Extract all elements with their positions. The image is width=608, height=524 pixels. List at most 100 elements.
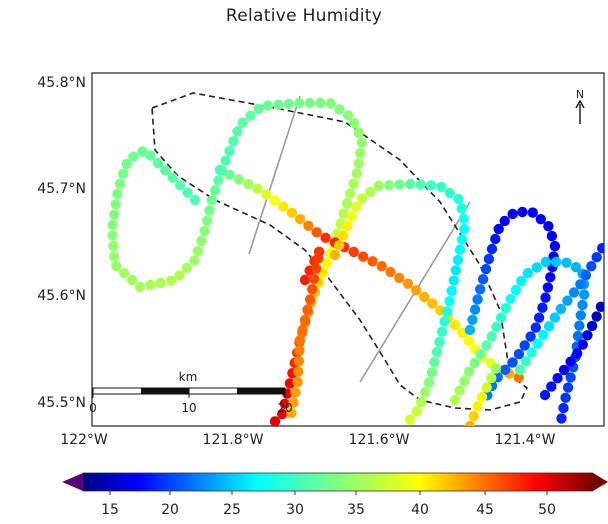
humidity-point xyxy=(439,316,450,327)
humidity-point xyxy=(527,207,538,218)
humidity-point xyxy=(213,175,224,186)
humidity-point xyxy=(152,157,164,169)
humidity-point xyxy=(453,193,464,205)
humidity-point xyxy=(549,312,561,323)
humidity-point xyxy=(469,357,480,369)
humidity-point xyxy=(586,261,597,272)
humidity-point xyxy=(540,256,551,268)
humidity-point xyxy=(579,289,590,300)
humidity-point xyxy=(468,411,479,422)
humidity-point xyxy=(419,387,431,398)
humidity-observation-points xyxy=(107,97,604,426)
humidity-point xyxy=(551,256,562,268)
humidity-point xyxy=(546,230,558,242)
humidity-point xyxy=(108,240,119,252)
humidity-point xyxy=(575,279,586,290)
colorbar-tick-label: 35 xyxy=(347,502,365,518)
humidity-point xyxy=(262,100,274,111)
humidity-point xyxy=(458,213,469,224)
humidity-point xyxy=(338,208,349,219)
humidity-point xyxy=(442,306,453,317)
humidity-point xyxy=(517,206,528,218)
humidity-point xyxy=(358,251,369,262)
humidity-point xyxy=(434,336,445,348)
humidity-point xyxy=(228,136,239,147)
humidity-point xyxy=(294,335,306,346)
humidity-point xyxy=(556,413,567,424)
humidity-point xyxy=(155,277,166,289)
humidity-point xyxy=(342,110,354,121)
humidity-point xyxy=(500,303,511,314)
humidity-point xyxy=(549,240,561,252)
humidity-point xyxy=(192,245,204,257)
humidity-point xyxy=(562,382,574,393)
humidity-point xyxy=(145,150,156,161)
humidity-point xyxy=(558,364,570,376)
humidity-point xyxy=(128,151,139,162)
humidity-point xyxy=(302,304,313,315)
humidity-point xyxy=(574,320,585,331)
humidity-point xyxy=(269,416,281,426)
humidity-point xyxy=(429,357,440,368)
humidity-point xyxy=(490,233,501,245)
humidity-point xyxy=(353,127,364,138)
humidity-point xyxy=(416,396,427,408)
colorbar-tick-label: 15 xyxy=(101,502,119,518)
humidity-point xyxy=(500,364,511,375)
humidity-point xyxy=(365,186,376,198)
humidity-point xyxy=(189,194,201,206)
humidity-point xyxy=(346,211,357,222)
humidity-point xyxy=(427,298,438,309)
humidity-point xyxy=(577,299,588,311)
humidity-point xyxy=(303,220,314,231)
humidity-point xyxy=(297,324,308,336)
humidity-point xyxy=(189,255,200,266)
humidity-point xyxy=(572,348,583,359)
scale-bar-unit: km xyxy=(179,370,198,384)
colorbar-gradient xyxy=(83,473,593,491)
humidity-point xyxy=(456,234,468,245)
humidity-point xyxy=(293,356,305,367)
humidity-point xyxy=(110,199,122,210)
humidity-point xyxy=(402,278,414,289)
humidity-point xyxy=(107,230,118,241)
humidity-point xyxy=(533,312,545,323)
humidity-point xyxy=(539,389,551,401)
humidity-point xyxy=(137,146,148,157)
humidity-point xyxy=(320,232,331,243)
colorbar-tick-label: 25 xyxy=(223,502,241,518)
humidity-point xyxy=(224,169,235,180)
humidity-point xyxy=(294,97,305,109)
humidity-point xyxy=(444,296,455,307)
humidity-point xyxy=(507,357,518,368)
humidity-point xyxy=(480,263,492,275)
humidity-point xyxy=(425,180,437,191)
humidity-point xyxy=(351,168,362,179)
humidity-point xyxy=(167,172,178,183)
humidity-point xyxy=(565,372,576,383)
colorbar: 15 20 25 30 35 40 45 50 xyxy=(62,472,608,518)
humidity-point xyxy=(220,155,231,166)
humidity-point xyxy=(107,219,118,231)
humidity-point xyxy=(452,254,464,266)
humidity-point xyxy=(499,215,510,227)
humidity-point xyxy=(543,221,554,232)
humidity-point xyxy=(562,295,573,306)
humidity-point xyxy=(513,348,525,360)
humidity-point xyxy=(348,178,359,189)
humidity-point xyxy=(555,303,567,315)
humidity-point xyxy=(545,272,556,283)
humidity-point xyxy=(119,268,130,279)
humidity-point xyxy=(495,312,507,323)
humidity-point xyxy=(486,243,498,255)
humidity-point xyxy=(464,420,476,426)
scale-bar-label: 0 xyxy=(89,401,97,415)
humidity-point xyxy=(475,349,486,360)
humidity-point xyxy=(145,279,156,291)
humidity-point xyxy=(486,331,497,342)
humidity-point xyxy=(356,193,368,204)
humidity-point xyxy=(283,98,295,110)
humidity-point xyxy=(261,189,272,200)
humidity-point xyxy=(546,381,557,392)
humidity-point xyxy=(356,137,367,148)
